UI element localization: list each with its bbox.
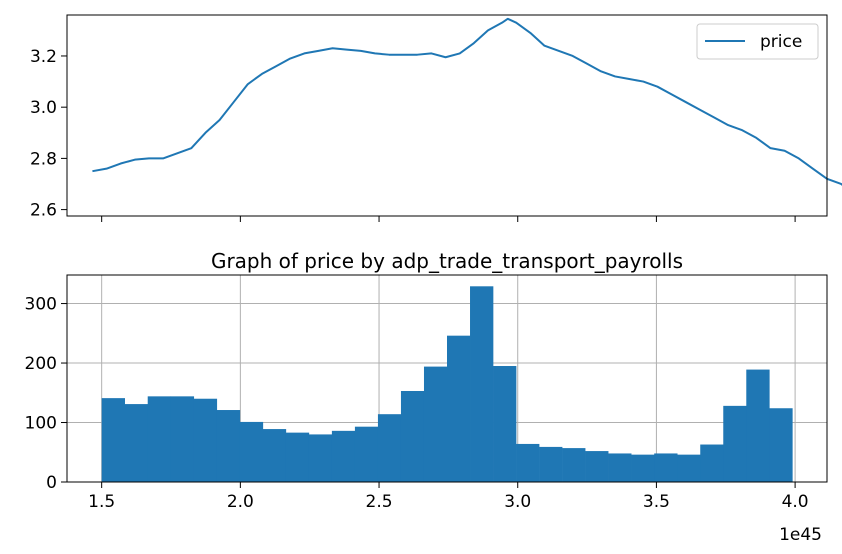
histogram-bar	[746, 369, 770, 482]
histogram-bar	[562, 448, 586, 482]
histogram-x-axis: 1.5 2.0 2.5 3.0 3.5 4.0	[88, 482, 809, 512]
histogram-y-tick-label: 0	[46, 473, 57, 493]
histogram-bar	[700, 444, 724, 482]
histogram-x-tick-label: 1.5	[88, 492, 115, 512]
histogram-bar	[354, 426, 379, 482]
histogram-y-tick-label: 100	[25, 414, 57, 434]
line-chart-panel: 2.6 2.8 3.0 3.2 price	[30, 14, 842, 222]
histogram-bar	[262, 429, 287, 482]
histogram-axes-frame	[66, 274, 828, 483]
histogram-x-tick-label: 4.0	[782, 492, 809, 512]
histogram-bar	[216, 410, 241, 482]
histogram-bar	[723, 405, 747, 482]
histogram-y-axis: 0 100 200 300	[25, 295, 67, 493]
histogram-x-tick-label: 3.0	[504, 492, 531, 512]
histogram-bar	[447, 335, 471, 482]
line-axes-frame	[66, 14, 828, 217]
histogram-bar	[331, 430, 356, 482]
histogram-bar	[769, 408, 793, 482]
histogram-bar	[677, 454, 701, 482]
histogram-bar	[493, 366, 517, 482]
histogram-bar	[608, 453, 632, 482]
line-y-axis: 2.6 2.8 3.0 3.2	[30, 47, 67, 221]
histogram-bar	[377, 414, 402, 482]
histogram-bar	[516, 443, 540, 482]
line-y-tick-label: 3.2	[30, 47, 57, 67]
histogram-bar	[170, 396, 195, 482]
line-y-tick-label: 3.0	[30, 98, 57, 118]
histogram-bar	[400, 390, 425, 482]
histogram-bar	[193, 398, 218, 482]
histogram-bar	[124, 404, 149, 482]
line-legend: price	[696, 23, 819, 60]
histogram-title: Graph of price by adp_trade_transport_pa…	[211, 249, 683, 273]
histogram-bar	[147, 396, 172, 482]
histogram-bar	[585, 451, 609, 482]
histogram-x-tick-label: 3.5	[643, 492, 670, 512]
histogram-bar	[101, 398, 125, 482]
histogram-bar	[239, 421, 264, 482]
histogram-y-tick-label: 300	[25, 295, 57, 315]
legend-box	[696, 23, 819, 60]
histogram-bar	[308, 434, 333, 482]
histogram-bar	[470, 286, 494, 482]
histogram-bar	[654, 453, 678, 482]
histogram-bar	[285, 432, 310, 482]
histogram-bar	[539, 446, 563, 482]
histogram-panel: Graph of price by adp_trade_transport_pa…	[25, 249, 828, 545]
line-y-tick-label: 2.6	[30, 201, 57, 221]
histogram-x-tick-label: 2.0	[227, 492, 254, 512]
line-y-tick-label: 2.8	[30, 149, 57, 169]
histogram-bar	[631, 454, 655, 482]
histogram-bars	[101, 286, 793, 482]
x-offset-label: 1e45	[779, 525, 822, 545]
line-x-axis	[101, 216, 796, 222]
legend-label-price: price	[760, 32, 802, 52]
line-series-price	[92, 17, 842, 186]
line-plot-area	[92, 17, 842, 186]
histogram-bar	[423, 366, 448, 482]
histogram-x-tick-label: 2.5	[366, 492, 393, 512]
histogram-y-tick-label: 200	[25, 354, 57, 374]
